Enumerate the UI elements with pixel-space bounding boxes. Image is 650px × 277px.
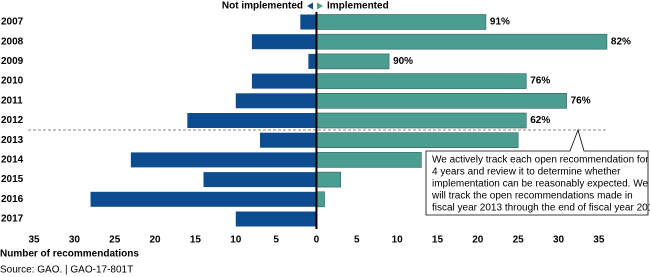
bar <box>316 171 341 188</box>
x-tick-label: 25 <box>109 235 121 246</box>
bar <box>316 53 390 70</box>
bar <box>316 152 422 168</box>
x-tick-label: 5 <box>354 235 360 246</box>
rate-label: 90% <box>393 56 413 67</box>
rate-label: 76% <box>530 76 550 87</box>
y-tick-label: 2008 <box>1 36 24 47</box>
y-tick-label: 2007 <box>1 17 24 28</box>
x-tick-label: 0 <box>314 235 320 246</box>
annotation-box <box>425 128 649 216</box>
bar <box>316 112 527 129</box>
bar <box>308 53 317 69</box>
x-tick-label: 30 <box>69 235 81 246</box>
x-tick-label: 20 <box>472 235 484 246</box>
y-tick-label: 2012 <box>1 115 24 126</box>
legend-arrow <box>317 2 323 10</box>
y-tick-label: 2014 <box>1 155 24 166</box>
y-tick-label: 2009 <box>1 56 24 67</box>
bar <box>316 132 519 148</box>
legend-label: Not implemented <box>222 1 303 12</box>
rate-label: 62% <box>530 115 550 126</box>
x-tick-label: 35 <box>28 235 40 246</box>
y-tick-label: 2011 <box>1 95 23 106</box>
bar <box>251 73 317 89</box>
x-tick-label: 5 <box>273 235 279 246</box>
bar <box>130 152 317 168</box>
rate-label: 76% <box>571 95 591 106</box>
bar <box>251 34 317 50</box>
y-tick-label: 2013 <box>1 135 24 146</box>
x-tick-label: 15 <box>432 235 444 246</box>
annotation-line: implementation can be reasonably expecte… <box>432 179 648 190</box>
source: Source: GAO. | GAO-17-801T <box>0 265 133 276</box>
annotation-line: fiscal year 2013 through the end of fisc… <box>432 203 650 214</box>
bar <box>235 211 317 227</box>
bar <box>90 191 317 207</box>
bar <box>203 172 317 188</box>
x-tick-label: 20 <box>150 235 162 246</box>
rate-label: 82% <box>611 36 631 47</box>
x-tick-label: 35 <box>593 235 605 246</box>
annotation-line: will track the open recommendations made… <box>431 191 633 202</box>
bar <box>316 73 527 89</box>
x-tick-label: 10 <box>392 235 404 246</box>
bar <box>187 113 317 128</box>
x-axis-title: Number of recommendations <box>0 249 139 260</box>
bar <box>316 14 487 30</box>
bar <box>316 191 325 208</box>
x-tick-label: 25 <box>513 235 525 246</box>
rate-label: 91% <box>490 17 510 28</box>
annotation-line: We actively track each open recommendati… <box>432 155 649 166</box>
x-tick-label: 15 <box>190 235 202 246</box>
legend-arrow <box>307 2 313 10</box>
bar <box>316 93 567 109</box>
bar <box>300 14 317 30</box>
bar <box>259 132 317 148</box>
annotation-line: 4 years and review it to determine wheth… <box>432 167 621 178</box>
y-tick-label: 2017 <box>1 214 24 225</box>
y-tick-label: 2010 <box>1 76 24 87</box>
y-tick-label: 2015 <box>1 174 24 185</box>
y-tick-label: 2016 <box>1 194 24 205</box>
x-tick-label: 30 <box>553 235 565 246</box>
x-tick-label: 10 <box>230 235 242 246</box>
bar <box>235 93 317 109</box>
bar <box>316 33 608 50</box>
legend-label: Implemented <box>327 1 389 12</box>
